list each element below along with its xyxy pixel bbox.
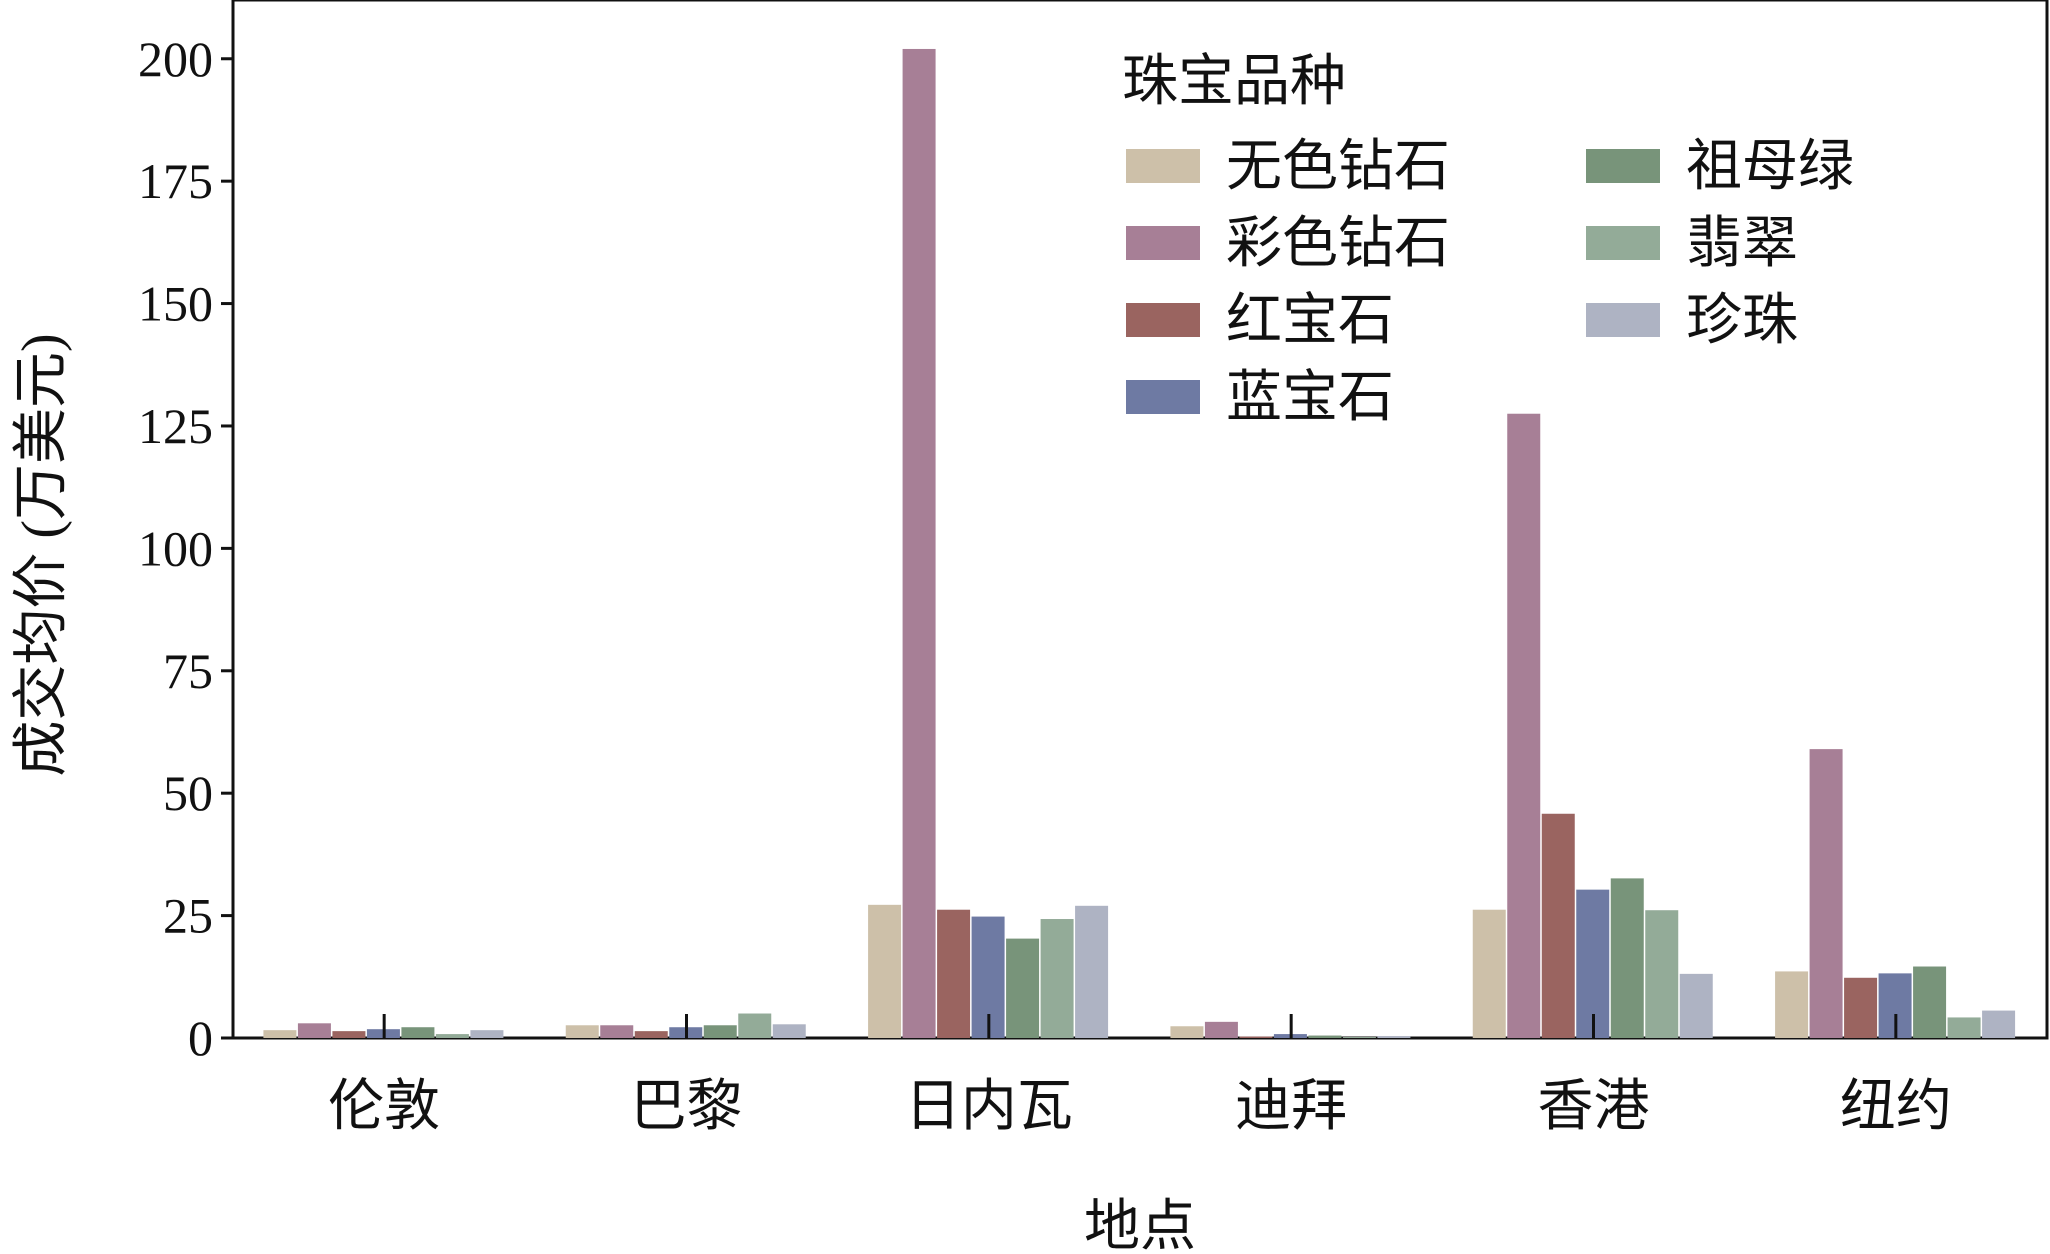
legend-label: 彩色钻石 xyxy=(1226,213,1450,275)
y-tick-label: 125 xyxy=(138,398,213,454)
bar xyxy=(1775,971,1809,1038)
bar xyxy=(738,1013,772,1038)
bar xyxy=(600,1025,634,1038)
y-tick-label: 200 xyxy=(138,31,213,87)
bar xyxy=(1645,910,1679,1038)
bar xyxy=(1679,973,1713,1038)
bar xyxy=(1170,1026,1204,1038)
legend-swatch xyxy=(1126,380,1200,414)
x-tick-label: 迪拜 xyxy=(1235,1076,1347,1138)
legend-swatch xyxy=(1586,303,1660,337)
legend-label: 祖母绿 xyxy=(1686,136,1854,198)
bar xyxy=(937,909,971,1038)
bar xyxy=(1809,749,1843,1038)
y-axis: 0 25 50 75 100 125 150 175 200 xyxy=(138,31,233,1066)
plot-frame xyxy=(231,0,2049,1040)
y-tick-label: 150 xyxy=(138,276,213,332)
legend-swatch xyxy=(1126,303,1200,337)
bar xyxy=(1308,1035,1342,1038)
bar xyxy=(634,1031,668,1038)
bar xyxy=(1075,905,1109,1038)
bar xyxy=(470,1030,504,1038)
bar xyxy=(902,48,936,1038)
bar xyxy=(297,1023,331,1038)
bars-group xyxy=(263,48,2016,1038)
y-tick-label: 75 xyxy=(163,643,213,699)
y-tick-label: 0 xyxy=(188,1010,213,1066)
bar xyxy=(1204,1021,1238,1038)
bar xyxy=(1472,909,1506,1038)
bar xyxy=(1576,889,1610,1038)
bar xyxy=(435,1034,469,1038)
x-tick-label: 纽约 xyxy=(1840,1076,1952,1138)
x-tick-label: 日内瓦 xyxy=(905,1076,1073,1138)
legend-swatch xyxy=(1126,149,1200,183)
bar xyxy=(868,904,902,1038)
bar xyxy=(1947,1017,1981,1038)
bar xyxy=(1982,1010,2016,1038)
legend-label: 红宝石 xyxy=(1226,290,1394,352)
x-tick-label: 巴黎 xyxy=(631,1076,743,1138)
bar xyxy=(1913,966,1947,1038)
legend-swatch xyxy=(1126,226,1200,260)
bar xyxy=(1377,1036,1411,1038)
bar xyxy=(1006,938,1040,1038)
x-tick-label: 香港 xyxy=(1538,1076,1650,1138)
bar xyxy=(1844,977,1878,1038)
x-axis: 伦敦 巴黎 日内瓦 迪拜 香港 纽约 xyxy=(328,1014,1952,1138)
legend-label: 珍珠 xyxy=(1686,290,1798,352)
y-axis-title: 成交均价 (万美元) xyxy=(11,333,73,776)
legend-swatch xyxy=(1586,226,1660,260)
y-tick-label: 175 xyxy=(138,153,213,209)
x-tick-label: 伦敦 xyxy=(328,1076,440,1138)
bar xyxy=(1610,878,1644,1038)
y-tick-label: 100 xyxy=(138,520,213,576)
bar xyxy=(401,1027,435,1038)
legend-swatch xyxy=(1586,149,1660,183)
bar xyxy=(1342,1037,1376,1038)
y-tick-label: 50 xyxy=(163,765,213,821)
bar xyxy=(772,1024,806,1038)
legend-label: 无色钻石 xyxy=(1226,136,1450,198)
bar xyxy=(1541,813,1575,1038)
bar xyxy=(332,1031,366,1038)
x-axis-title: 地点 xyxy=(1084,1196,1196,1254)
bar xyxy=(703,1025,737,1038)
bar xyxy=(565,1025,599,1038)
y-tick-label: 25 xyxy=(163,888,213,944)
bar xyxy=(263,1030,297,1038)
bar xyxy=(1040,919,1074,1038)
bar xyxy=(1239,1036,1273,1038)
legend-title: 珠宝品种 xyxy=(1122,51,1346,113)
legend-label: 翡翠 xyxy=(1686,213,1798,275)
legend-label: 蓝宝石 xyxy=(1226,367,1394,429)
bar xyxy=(1507,413,1541,1038)
